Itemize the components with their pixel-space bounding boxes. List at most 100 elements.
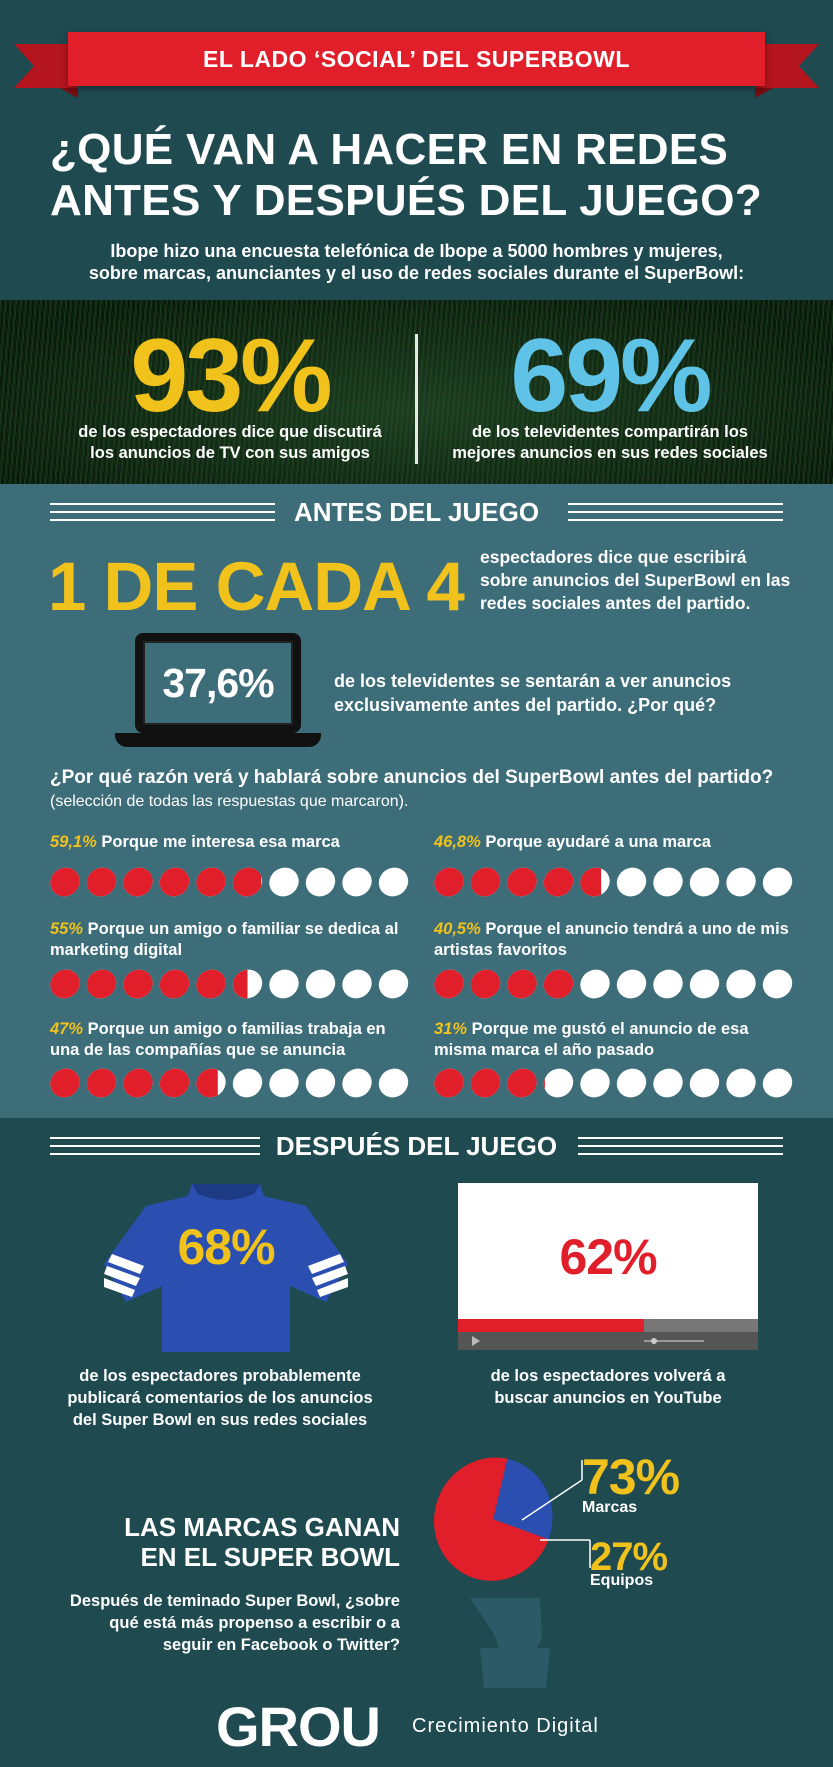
jersey-line3: del Super Bowl en sus redes sociales xyxy=(72,1411,368,1429)
reason-1-footballs xyxy=(50,865,410,899)
football-icon xyxy=(267,1066,301,1100)
trophy-stand xyxy=(480,1648,550,1688)
reason-1-pct: 59,1% xyxy=(50,833,97,851)
laptop-caption: de los televidentes se sentarán a ver an… xyxy=(334,669,804,717)
trophy-pie-chart xyxy=(434,1457,591,1688)
pie-value-marcas: 73% xyxy=(582,1449,680,1505)
laptop-line2: exclusivamente antes del partido. ¿Por q… xyxy=(334,695,717,715)
video-line1: de los espectadores volverá a xyxy=(490,1367,726,1385)
grass-background xyxy=(0,300,833,484)
antes-lines-left xyxy=(50,503,275,521)
stat-93-value: 93% xyxy=(130,318,332,434)
football-icon xyxy=(157,967,192,1001)
football-icon xyxy=(267,865,301,899)
antes-lines-right xyxy=(568,503,783,521)
reason-4: 40,5% Porque el anuncio tendrá a uno de … xyxy=(434,919,794,961)
jersey-line1: de los espectadores probablemente xyxy=(79,1367,361,1385)
video-control-icons xyxy=(472,1336,704,1346)
football-icon xyxy=(194,865,228,899)
video-value: 62% xyxy=(559,1229,657,1285)
antes-heading-label: ANTES DEL JUEGO xyxy=(293,497,540,527)
football-icon xyxy=(614,967,649,1001)
football-icon xyxy=(84,865,119,899)
reason-4-footballs xyxy=(434,967,794,1001)
football-icon xyxy=(578,1066,612,1100)
reason-6: 31% Porque me gustó el anuncio de esa mi… xyxy=(434,1019,794,1061)
football-icon xyxy=(760,865,794,899)
despues-lines-left xyxy=(50,1137,260,1155)
stat-93-line1: de los espectadores dice que discutirá xyxy=(78,423,382,441)
reason-3-pct: 55% xyxy=(50,920,84,938)
video-line2: buscar anuncios en YouTube xyxy=(494,1389,722,1407)
football-icon xyxy=(230,1066,265,1100)
football-icon xyxy=(340,967,374,1001)
reason-5: 47% Porque un amigo o familias trabaja e… xyxy=(50,1019,410,1061)
football-icon xyxy=(157,1066,192,1100)
reason-2-pct: 46,8% xyxy=(434,833,481,851)
reason-3: 55% Porque un amigo o familiar se dedica… xyxy=(50,919,410,961)
football-icon xyxy=(434,865,466,899)
marcas-line3: seguir en Facebook o Twitter? xyxy=(162,1636,400,1654)
football-icon xyxy=(687,1066,722,1100)
football-icon xyxy=(724,1066,758,1100)
football-icon xyxy=(194,967,228,1001)
stat-69-line2: mejores anuncios en sus redes sociales xyxy=(452,444,768,462)
football-icon xyxy=(578,967,612,1001)
football-icon xyxy=(541,1066,576,1100)
football-icon xyxy=(651,967,685,1001)
football-icon xyxy=(50,967,82,1001)
football-icon xyxy=(340,865,374,899)
stat-69-value: 69% xyxy=(510,318,712,434)
football-icon xyxy=(687,967,722,1001)
football-icon xyxy=(468,1066,503,1100)
header-section: EL LADO ‘SOCIAL’ DEL SUPERBOWL ¿QUÉ VAN … xyxy=(0,0,833,298)
reason-3-text: Porque un amigo o familiar se dedica al … xyxy=(50,920,399,959)
video-controls xyxy=(458,1332,758,1350)
laptop-screen-inner: 37,6% xyxy=(143,641,293,725)
reason-2-text: Porque ayudaré a una marca xyxy=(485,833,711,851)
video-caption: de los espectadores volverá a buscar anu… xyxy=(430,1365,786,1409)
title-ribbon: EL LADO ‘SOCIAL’ DEL SUPERBOWL xyxy=(0,18,833,108)
football-icon xyxy=(121,967,155,1001)
despues-lines-right xyxy=(578,1137,783,1155)
football-icon xyxy=(468,865,503,899)
stats-divider xyxy=(415,334,418,464)
jersey-line2: publicará comentarios de los anuncios xyxy=(67,1389,373,1407)
marcas-line1: Después de teminado Super Bowl, ¿sobre xyxy=(69,1592,400,1610)
football-icon xyxy=(121,1066,155,1100)
football-icon xyxy=(376,865,410,899)
football-icon xyxy=(303,967,338,1001)
pie-label-equipos: Equipos xyxy=(590,1572,654,1589)
football-icon xyxy=(50,1066,82,1100)
laptop-screen: 37,6% xyxy=(135,633,301,733)
marcas-title-line1: LAS MARCAS GANAN xyxy=(124,1512,400,1542)
football-icon xyxy=(50,865,82,899)
football-icon xyxy=(194,1066,228,1100)
page-title-line2: ANTES Y DESPUÉS DEL JUEGO? xyxy=(50,176,762,225)
ribbon-title: EL LADO ‘SOCIAL’ DEL SUPERBOWL xyxy=(203,45,630,72)
football-icon xyxy=(541,865,576,899)
football-icon xyxy=(724,967,758,1001)
football-icon xyxy=(230,967,265,1001)
marcas-line2: qué está más propenso a escribir o a xyxy=(109,1614,400,1632)
football-icon xyxy=(505,865,539,899)
football-icon xyxy=(434,1066,466,1100)
football-icon xyxy=(760,967,794,1001)
intro-line2: sobre marcas, anunciantes y el uso de re… xyxy=(88,263,745,283)
football-icon xyxy=(434,967,466,1001)
football-icon xyxy=(340,1066,374,1100)
football-icon xyxy=(303,865,338,899)
intro-line1: Ibope hizo una encuesta telefónica de Ib… xyxy=(110,241,723,261)
reason-6-pct: 31% xyxy=(434,1020,468,1038)
pie-slice-equipos xyxy=(493,1458,553,1540)
reason-5-pct: 47% xyxy=(50,1020,84,1038)
football-icon xyxy=(614,1066,649,1100)
football-icon xyxy=(687,865,722,899)
marcas-question: Después de teminado Super Bowl, ¿sobre q… xyxy=(40,1590,400,1656)
page-title-line1: ¿QUÉ VAN A HACER EN REDES xyxy=(50,125,729,174)
reason-6-footballs xyxy=(434,1066,794,1100)
football-icon xyxy=(651,865,685,899)
reason-3-footballs xyxy=(50,967,410,1001)
grou-tagline: Crecimiento Digital xyxy=(412,1715,599,1737)
